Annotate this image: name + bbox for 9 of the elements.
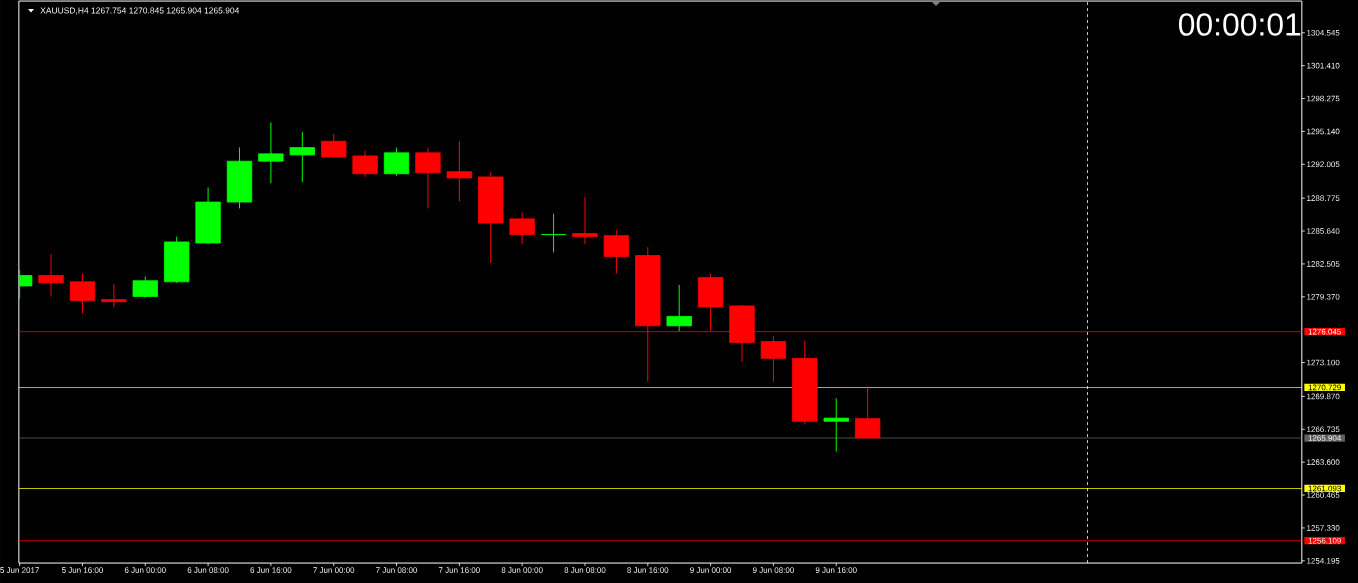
- text: XAUUSD,H4 1267.754 1270.845 1265.904 1265.904: [40, 7, 240, 15]
- candlestick: [572, 196, 598, 245]
- candlestick: [823, 397, 849, 453]
- annotation: 00:00:01: [1178, 13, 1301, 36]
- candlestick: [540, 213, 567, 253]
- candlestick: [258, 121, 284, 184]
- candlestick: [38, 254, 64, 297]
- candlestick: [446, 140, 473, 202]
- candlestick: [101, 283, 127, 308]
